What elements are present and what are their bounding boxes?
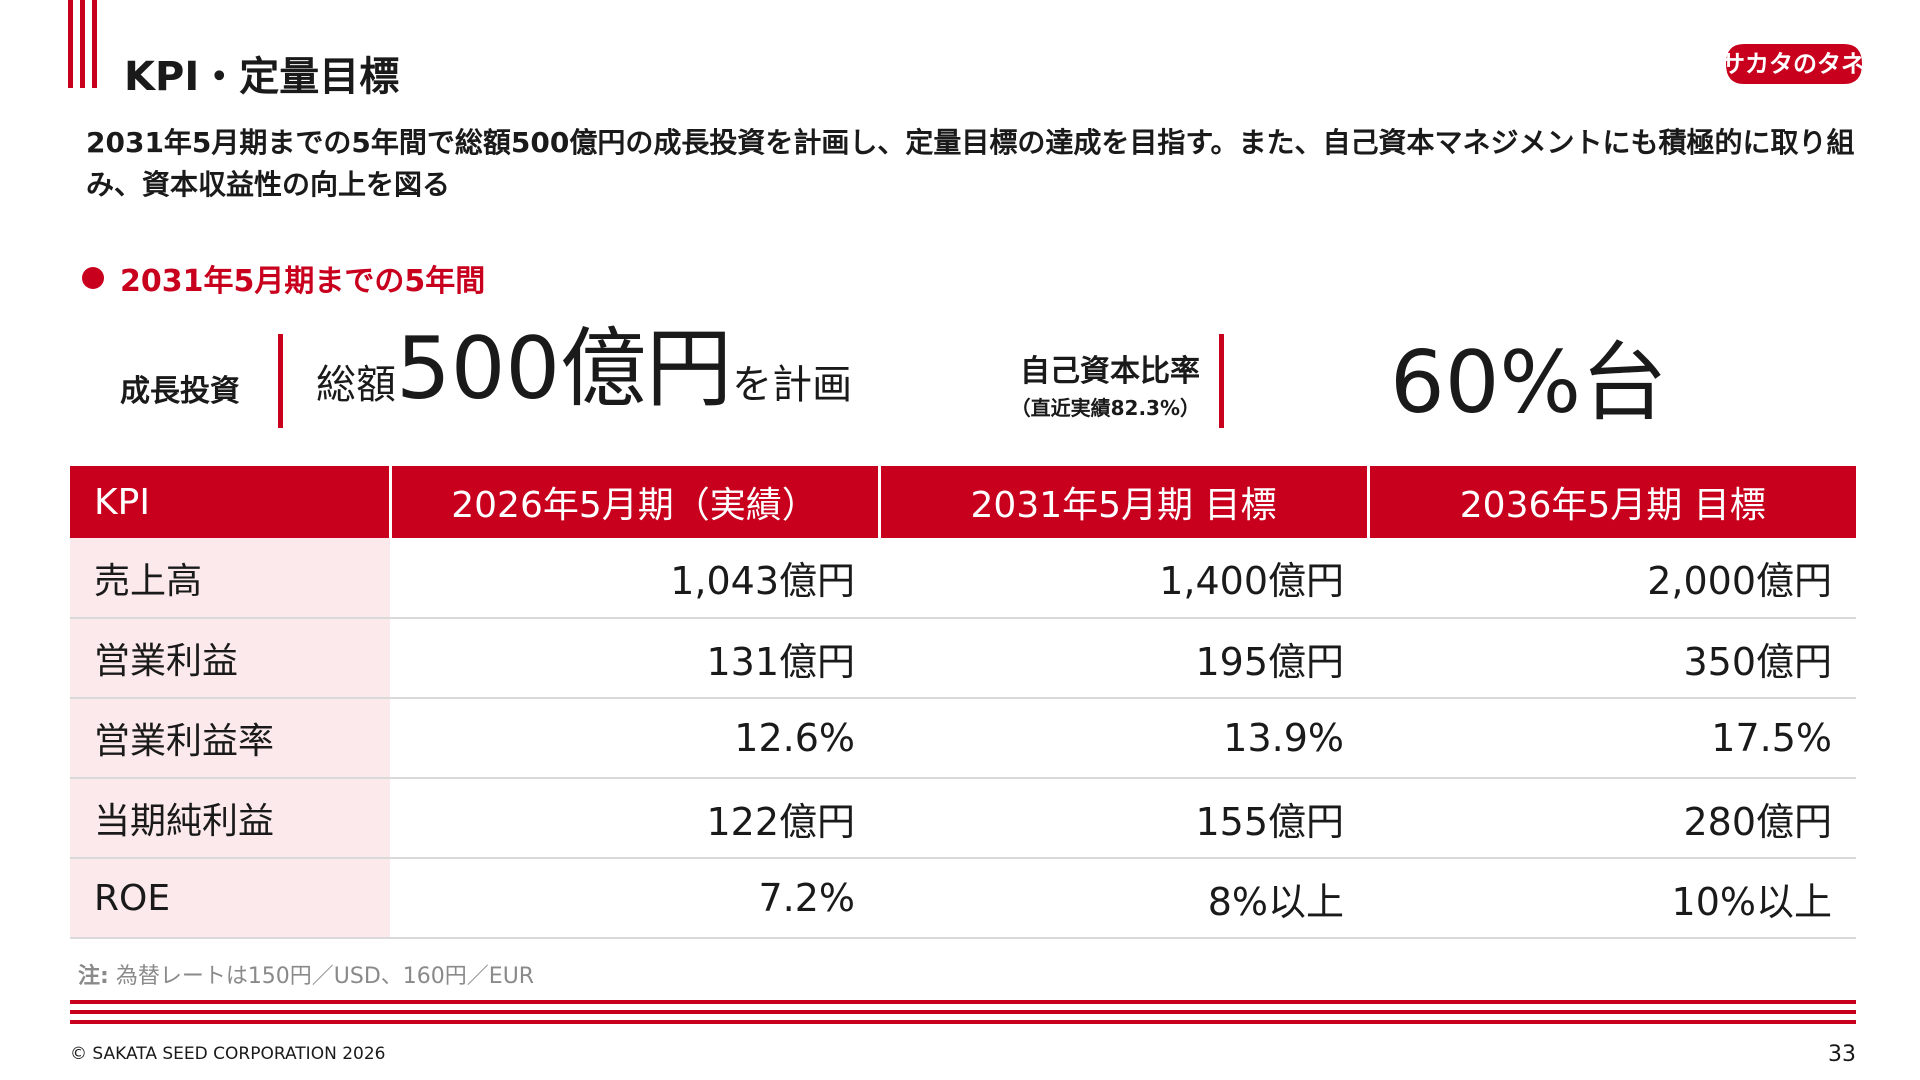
equity-ratio-note: （直近実績82.3%） xyxy=(1010,396,1200,420)
section-heading-text: 2031年5月期までの5年間 xyxy=(120,264,486,299)
table-row: 営業利益率 12.6% 13.9% 17.5% xyxy=(70,698,1856,779)
page-number: 33 xyxy=(1828,1042,1856,1067)
divider-bar xyxy=(278,334,283,428)
table-row: 営業利益 131億円 195億円 350億円 xyxy=(70,618,1856,699)
table-cell: 17.5% xyxy=(1368,698,1856,779)
footer-line xyxy=(70,1020,1856,1024)
table-cell: 195億円 xyxy=(879,618,1368,699)
footer-line xyxy=(70,1000,1856,1004)
equity-ratio-value: 60%台 xyxy=(1390,333,1668,433)
lead-paragraph: 2031年5月期までの5年間で総額500億円の成長投資を計画し、定量目標の達成を… xyxy=(86,126,1855,201)
bullet-dot-icon xyxy=(82,267,104,289)
logo-text: サカタのタネ xyxy=(1721,50,1865,78)
table-cell: 10%以上 xyxy=(1368,858,1856,939)
footnote-label: 注: xyxy=(78,964,109,989)
table-cell: 1,043億円 xyxy=(390,538,879,619)
corner-bar xyxy=(92,0,97,88)
table-cell: 12.6% xyxy=(390,698,879,779)
table-cell: 350億円 xyxy=(1368,618,1856,699)
corner-bar xyxy=(68,0,73,88)
row-label: 営業利益率 xyxy=(70,698,390,779)
table-cell: 155億円 xyxy=(879,778,1368,859)
investment-plan: 総額 500億円 を計画 xyxy=(316,326,852,412)
investment-amount: 500億円 xyxy=(396,319,733,419)
table-cell: 13.9% xyxy=(879,698,1368,779)
footnote-text: 為替レートは150円／USD、160円／EUR xyxy=(115,964,535,989)
table-row: 売上高 1,043億円 1,400億円 2,000億円 xyxy=(70,538,1856,619)
corner-bar xyxy=(80,0,85,88)
brand-logo: サカタのタネ xyxy=(1721,44,1865,84)
kpi-table: KPI 2026年5月期（実績） 2031年5月期 目標 2036年5月期 目標… xyxy=(70,466,1856,939)
table-cell: 280億円 xyxy=(1368,778,1856,859)
header-fy2026: 2026年5月期（実績） xyxy=(390,466,881,538)
section-heading: 2031年5月期までの5年間 xyxy=(82,256,485,300)
header-kpi: KPI xyxy=(70,466,392,538)
table-cell: 2,000億円 xyxy=(1368,538,1856,619)
row-label: ROE xyxy=(70,858,390,939)
investment-prefix: 総額 xyxy=(316,362,396,408)
footer-divider xyxy=(70,1000,1856,1030)
table-header-row: KPI 2026年5月期（実績） 2031年5月期 目標 2036年5月期 目標 xyxy=(70,466,1856,538)
table-cell: 7.2% xyxy=(390,858,879,939)
corner-decoration xyxy=(68,0,97,88)
footer-line xyxy=(70,1010,1856,1014)
divider-bar xyxy=(1219,334,1224,428)
table-row: ROE 7.2% 8%以上 10%以上 xyxy=(70,858,1856,939)
table-cell: 122億円 xyxy=(390,778,879,859)
table-cell: 8%以上 xyxy=(879,858,1368,939)
copyright: © SAKATA SEED CORPORATION 2026 xyxy=(70,1044,386,1064)
equity-ratio-title: 自己資本比率 xyxy=(1020,354,1200,389)
row-label: 営業利益 xyxy=(70,618,390,699)
table-row: 当期純利益 122億円 155億円 280億円 xyxy=(70,778,1856,859)
page-title: KPI・定量目標 xyxy=(124,54,400,100)
investment-label: 成長投資 xyxy=(120,374,240,409)
header-fy2031: 2031年5月期 目標 xyxy=(879,466,1370,538)
row-label: 当期純利益 xyxy=(70,778,390,859)
equity-ratio-label: 自己資本比率 （直近実績82.3%） xyxy=(960,346,1200,421)
logo-badge xyxy=(1726,44,1862,84)
table-cell: 131億円 xyxy=(390,618,879,699)
investment-suffix: を計画 xyxy=(732,362,853,408)
header-fy2036: 2036年5月期 目標 xyxy=(1368,466,1856,538)
table-cell: 1,400億円 xyxy=(879,538,1368,619)
row-label: 売上高 xyxy=(70,538,390,619)
footnote: 注: 為替レートは150円／USD、160円／EUR xyxy=(78,958,534,990)
